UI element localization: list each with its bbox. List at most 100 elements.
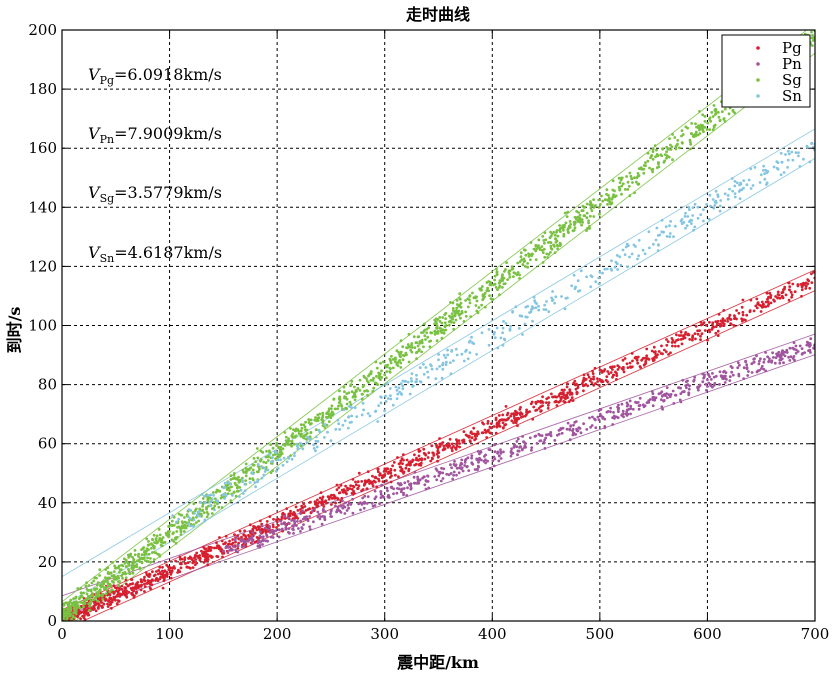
point-pn — [409, 482, 413, 486]
point-pg — [304, 509, 308, 512]
point-sn — [206, 494, 209, 497]
point-sn — [501, 326, 505, 330]
point-sg — [468, 301, 472, 305]
point-sg — [388, 370, 392, 374]
point-pg — [73, 624, 76, 627]
point-sg — [172, 523, 176, 527]
point-pg — [334, 501, 337, 505]
point-pg — [686, 332, 690, 336]
point-pn — [638, 396, 642, 400]
point-pg — [582, 389, 585, 393]
point-sg — [69, 609, 73, 613]
point-sn — [208, 504, 212, 507]
point-pn — [258, 544, 262, 547]
point-sg — [255, 447, 259, 450]
point-pn — [373, 489, 377, 493]
y-tick-label: 0 — [47, 612, 57, 630]
point-pn — [473, 468, 477, 471]
point-sn — [762, 164, 766, 168]
point-sg — [177, 512, 181, 516]
point-pg — [589, 377, 593, 381]
point-pn — [239, 537, 242, 541]
point-sg — [556, 234, 560, 238]
point-pg — [247, 533, 250, 537]
point-pg — [251, 527, 255, 531]
point-sn — [699, 213, 703, 217]
point-sn — [759, 173, 763, 177]
point-sg — [601, 199, 605, 203]
point-sn — [329, 439, 333, 443]
point-pg — [113, 596, 116, 600]
point-pg — [531, 417, 535, 421]
point-sg — [588, 225, 591, 228]
point-pg — [573, 383, 577, 387]
point-sg — [268, 449, 271, 453]
point-pg — [711, 326, 714, 329]
point-sg — [366, 393, 369, 397]
point-sg — [576, 220, 579, 223]
point-sg — [556, 247, 559, 251]
point-sn — [574, 285, 577, 289]
point-pg — [92, 604, 96, 608]
point-pg — [699, 320, 703, 324]
point-sn — [347, 415, 350, 419]
point-pg — [106, 602, 109, 606]
point-pn — [296, 520, 299, 523]
point-pg — [615, 378, 618, 381]
point-sn — [171, 514, 175, 518]
point-pn — [704, 382, 708, 386]
point-sg — [98, 574, 101, 577]
point-pg — [108, 596, 112, 600]
point-pg — [335, 483, 339, 487]
point-pn — [750, 371, 754, 374]
point-pg — [755, 297, 759, 301]
point-sg — [104, 586, 107, 589]
point-sg — [711, 115, 715, 118]
point-pg — [701, 322, 705, 326]
point-sg — [488, 283, 492, 287]
point-pg — [469, 430, 473, 434]
point-sg — [580, 209, 584, 213]
point-pn — [578, 427, 582, 430]
point-sg — [617, 176, 621, 180]
point-sg — [556, 244, 560, 248]
point-pg — [195, 551, 199, 555]
point-pg — [183, 558, 187, 562]
point-sg — [206, 498, 210, 502]
point-sg — [571, 229, 575, 233]
point-pg — [587, 375, 591, 379]
point-pg — [651, 359, 655, 363]
point-pn — [568, 428, 572, 432]
point-pn — [277, 528, 281, 532]
point-pg — [371, 484, 375, 488]
point-pg — [711, 323, 714, 327]
point-sg — [140, 553, 144, 557]
point-sn — [713, 204, 717, 207]
point-sn — [487, 328, 491, 331]
point-pg — [560, 388, 564, 392]
point-pg — [94, 609, 98, 613]
point-sn — [624, 245, 628, 249]
point-sn — [435, 367, 439, 371]
point-sg — [231, 477, 235, 480]
point-sg — [372, 386, 376, 390]
point-sg — [117, 583, 120, 587]
point-pg — [497, 414, 501, 417]
point-pn — [557, 429, 561, 432]
point-pg — [321, 495, 325, 499]
point-sn — [805, 144, 809, 148]
point-sn — [415, 380, 418, 384]
point-pn — [341, 506, 345, 510]
point-sn — [708, 193, 712, 197]
point-sg — [610, 197, 614, 201]
x-tick-label: 200 — [263, 625, 292, 643]
y-axis-title: 到时/s — [5, 307, 24, 354]
point-pn — [442, 467, 446, 471]
point-pg — [399, 459, 403, 463]
point-sg — [663, 153, 667, 157]
point-sg — [690, 132, 693, 136]
point-pg — [169, 569, 172, 573]
point-pn — [687, 391, 691, 395]
point-pg — [194, 558, 198, 561]
point-sn — [203, 501, 207, 505]
